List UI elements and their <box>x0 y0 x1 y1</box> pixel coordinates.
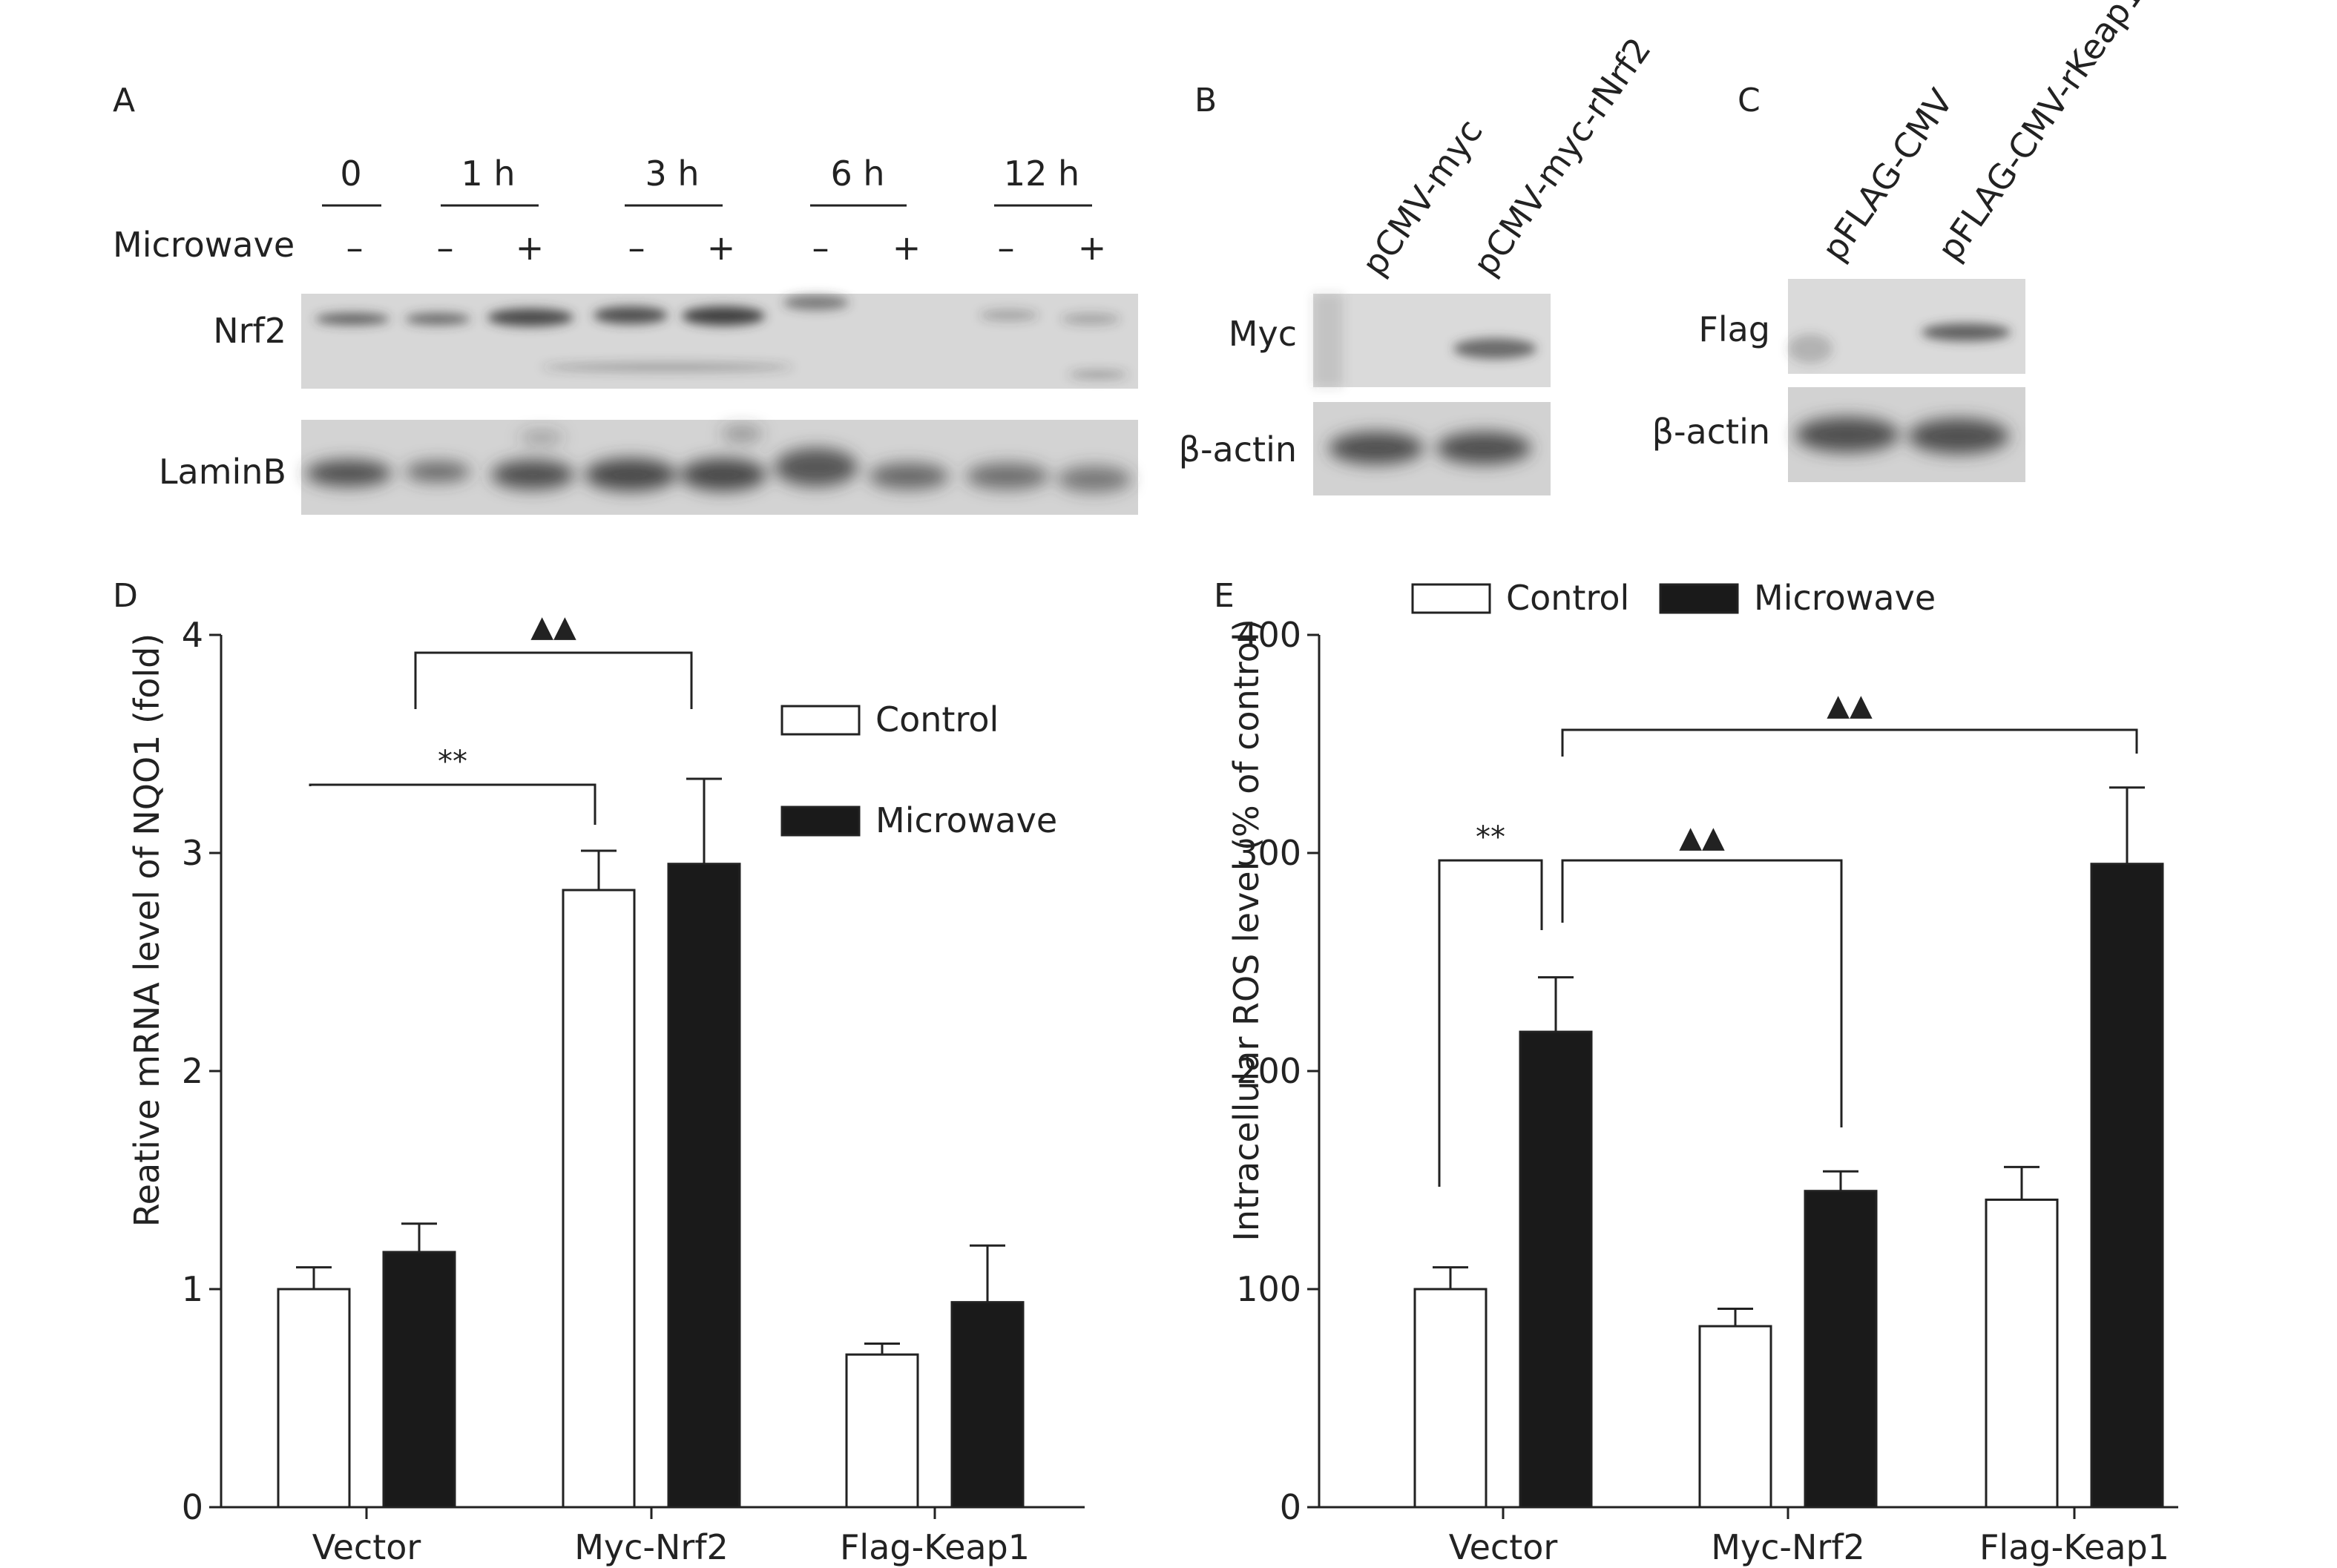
lane-label-pflag-cmv-rkeap1: pFLAG-CMV-rKeap1 <box>1930 0 2152 268</box>
beta-actin-blot-c <box>1788 387 2025 482</box>
y-tick-label: 300 <box>1236 833 1301 873</box>
legend-label-control: Control <box>875 699 999 739</box>
significance-bracket <box>1561 728 2138 757</box>
legend-swatch-microwave <box>1659 583 1739 614</box>
significance-marker: ** <box>1476 820 1505 854</box>
chart-d-ylabel: Reative mRNA level of NQO1 (fold) <box>127 633 167 1228</box>
time-point-headers: 0 1 h 3 h 6 h 12 h <box>322 154 1092 207</box>
beta-actin-row-label-c: β-actin <box>1652 412 1770 452</box>
legend-label-control: Control <box>1506 578 1629 618</box>
y-tick-label: 4 <box>182 615 203 655</box>
legend-swatch-control <box>780 705 861 736</box>
myc-row-label: Myc <box>1229 314 1297 354</box>
sign: + <box>893 228 921 268</box>
nrf2-blot <box>301 294 1138 389</box>
panel-a: A 0 1 h 3 h 6 h 12 h Microwave – – + – +… <box>113 82 1138 515</box>
bar-myc-nrf2-microwave <box>667 863 741 1509</box>
significance-marker: ▲▲ <box>1827 688 1873 722</box>
bar-myc-nrf2-microwave <box>1804 1190 1878 1509</box>
panel-c: C pFLAG-CMV pFLAG-CMV-rKeap1 Flag β-acti… <box>1652 0 2152 482</box>
legend-label-microwave: Microwave <box>875 800 1057 840</box>
panel-c-letter: C <box>1738 82 1761 119</box>
y-tick-label: 2 <box>182 1051 203 1091</box>
panel-d-letter: D <box>113 577 138 615</box>
treatment-signs: – – + – + – + – + <box>346 228 1107 268</box>
bar-flag-keap1-control <box>845 1353 919 1509</box>
laminb-blot <box>301 420 1138 515</box>
y-tick-label: 0 <box>182 1487 203 1527</box>
y-tick-label: 0 <box>1280 1487 1301 1527</box>
lane-label-pcmv-myc-rnrf2: pCMV-myc-rNrf2 <box>1465 30 1659 283</box>
bar-myc-nrf2-control <box>1698 1325 1772 1509</box>
nrf2-row-label: Nrf2 <box>213 311 286 351</box>
microwave-row-label: Microwave <box>113 225 295 265</box>
chart-e-ylabel: Intracellular ROS level (% of control) <box>1226 619 1266 1241</box>
myc-blot <box>1313 294 1551 387</box>
x-tick-label-vector: Vector <box>312 1527 421 1567</box>
sign: – <box>998 228 1015 268</box>
chart-e: E Intracellular ROS level (% of control)… <box>1214 577 2178 1567</box>
panel-e-letter: E <box>1214 577 1235 615</box>
x-tick-label-myc-nrf2: Myc-Nrf2 <box>1711 1527 1865 1567</box>
time-label-6h: 6 h <box>830 154 884 194</box>
bar-flag-keap1-control <box>1985 1198 2059 1509</box>
bar-vector-microwave <box>1519 1030 1593 1509</box>
significance-marker: ▲▲ <box>530 610 576 644</box>
bar-myc-nrf2-control <box>562 889 636 1509</box>
y-tick-label: 400 <box>1236 615 1301 655</box>
legend-label-microwave: Microwave <box>1754 578 1936 618</box>
bar-flag-keap1-microwave <box>2090 863 2164 1509</box>
sign: – <box>346 228 364 268</box>
bar-vector-control <box>277 1288 351 1509</box>
significance-bracket <box>1438 859 1543 1187</box>
sign: – <box>812 228 829 268</box>
chart-d: D Reative mRNA level of NQO1 (fold) 0 1 2 3… <box>113 577 1085 1567</box>
beta-actin-blot-b <box>1313 402 1551 495</box>
flag-blot <box>1788 279 2025 374</box>
significance-marker: ▲▲ <box>1679 820 1725 854</box>
panel-b-letter: B <box>1194 82 1217 119</box>
laminb-row-label: LaminB <box>159 452 286 492</box>
y-tick-label: 1 <box>182 1269 203 1309</box>
y-tick-label: 200 <box>1236 1051 1301 1091</box>
time-label-0: 0 <box>340 154 361 194</box>
significance-bracket <box>414 651 693 709</box>
beta-actin-row-label-b: β-actin <box>1179 429 1297 470</box>
sign: + <box>707 228 736 268</box>
sign: – <box>628 228 645 268</box>
bar-flag-keap1-microwave <box>950 1301 1025 1509</box>
sign: + <box>516 228 545 268</box>
x-tick-label-flag-keap1: Flag-Keap1 <box>1979 1527 2169 1567</box>
significance-bracket <box>309 783 596 825</box>
bar-vector-microwave <box>382 1251 456 1509</box>
time-label-1h: 1 h <box>461 154 515 194</box>
sign: + <box>1078 228 1107 268</box>
x-tick-label-myc-nrf2: Myc-Nrf2 <box>574 1527 729 1567</box>
significance-bracket <box>1561 859 1843 1127</box>
legend-swatch-control <box>1411 583 1491 614</box>
x-tick-label-vector: Vector <box>1449 1527 1558 1567</box>
sign: – <box>437 228 454 268</box>
significance-marker: ** <box>438 745 467 779</box>
panel-a-letter: A <box>113 82 135 119</box>
flag-row-label: Flag <box>1698 309 1770 349</box>
legend-swatch-microwave <box>780 806 861 837</box>
x-tick-label-flag-keap1: Flag-Keap1 <box>840 1527 1030 1567</box>
y-tick-label: 3 <box>182 833 203 873</box>
bar-vector-control <box>1413 1288 1488 1509</box>
y-tick-label: 100 <box>1236 1269 1301 1309</box>
panel-b: B pCMV-myc pCMV-myc-rNrf2 Myc β-actin <box>1179 30 1659 495</box>
time-label-12h: 12 h <box>1004 154 1079 194</box>
time-label-3h: 3 h <box>645 154 699 194</box>
